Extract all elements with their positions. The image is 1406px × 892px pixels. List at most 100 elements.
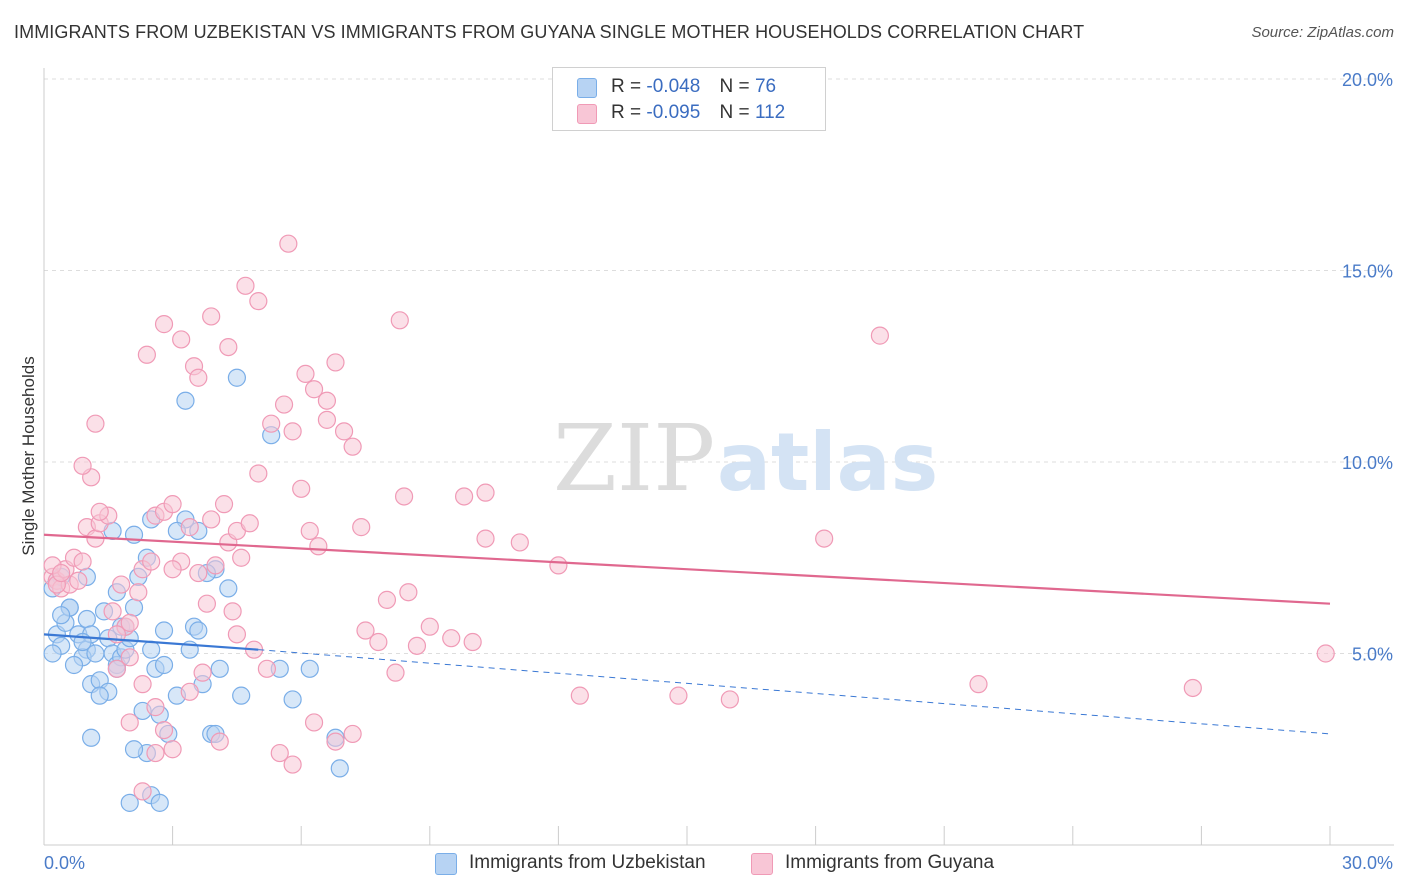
guyana-point (180, 518, 199, 537)
trend-lines (43, 533, 1331, 735)
guyana-point (292, 479, 311, 498)
grid-lines (44, 78, 1394, 654)
guyana-point (197, 594, 216, 613)
guyana-point (163, 560, 182, 579)
guyana-point (390, 311, 409, 330)
legend-swatch-blue (577, 78, 597, 98)
uzbekistan-point (283, 690, 302, 709)
guyana-point (133, 782, 152, 801)
series-swatch-pink (751, 853, 773, 875)
guyana-point (274, 395, 294, 414)
guyana-point (210, 732, 229, 751)
y-axis-title: Single Mother Households (19, 356, 38, 555)
guyana-point (296, 364, 315, 384)
guyana-point (219, 338, 238, 357)
guyana-point (232, 548, 251, 567)
uzbekistan-point (300, 659, 319, 678)
guyana-point (120, 713, 139, 732)
guyana-point (476, 483, 495, 502)
guyana-point (120, 648, 139, 667)
series-label-uzbekistan: Immigrants from Uzbekistan (469, 852, 706, 873)
guyana-point (463, 632, 482, 652)
guyana-point (163, 740, 182, 759)
guyana-point (137, 345, 156, 364)
guyana-point (279, 234, 298, 253)
x-tick-label-max: 30.0% (1342, 853, 1393, 873)
guyana-point (154, 315, 174, 334)
guyana-point (227, 625, 246, 644)
guyana-point (249, 464, 268, 483)
guyana-point (52, 563, 71, 583)
guyana-point (870, 326, 890, 345)
guyana-trend-line (43, 533, 1331, 605)
guyana-point (103, 602, 122, 621)
guyana-point (510, 533, 529, 552)
uzbekistan-trend-extension (258, 649, 1331, 735)
legend-r-label: R = (611, 102, 642, 123)
guyana-point (317, 391, 337, 410)
guyana-point (163, 495, 182, 514)
legend-r-value: -0.095 (646, 102, 701, 123)
legend-n-label: N = (719, 102, 750, 123)
uzbekistan-point (176, 391, 195, 410)
guyana-point (202, 510, 221, 529)
guyana-point (815, 529, 834, 548)
guyana-point (454, 487, 474, 506)
guyana-point (223, 602, 242, 621)
legend-n-value: 112 (754, 102, 786, 123)
legend-swatch-pink (577, 104, 597, 124)
guyana-point (202, 307, 221, 326)
axes (43, 68, 1394, 846)
uzbekistan-point (82, 728, 101, 747)
guyana-point (309, 537, 328, 556)
guyana-point (257, 659, 277, 678)
uzbekistan-point (154, 655, 174, 675)
uzbekistan-point (219, 579, 238, 598)
x-tick-label-min: 0.0% (44, 853, 85, 873)
guyana-point (146, 743, 165, 763)
guyana-point (356, 621, 375, 640)
guyana-point (352, 518, 371, 537)
guyana-point (283, 422, 302, 441)
guyana-point (107, 659, 126, 678)
chart-source: Source: ZipAtlas.com (1251, 24, 1394, 41)
guyana-point (133, 675, 152, 694)
guyana-point (142, 552, 161, 571)
guyana-point (420, 617, 439, 636)
guyana-point (326, 732, 345, 751)
guyana-point (317, 410, 337, 429)
guyana-point (214, 495, 234, 514)
guyana-point (180, 682, 199, 701)
guyana-point (73, 456, 92, 475)
y-tick-label: 15.0% (1342, 262, 1393, 282)
guyana-point (206, 556, 225, 575)
uzbekistan-point (90, 686, 109, 705)
series-label-guyana: Immigrants from Guyana (785, 852, 995, 873)
guyana-point (240, 514, 259, 533)
guyana-point (399, 583, 418, 602)
guyana-point (407, 636, 427, 655)
uzbekistan-point (77, 609, 96, 629)
guyana-point (570, 686, 589, 705)
legend-r-label: R = (611, 76, 642, 97)
watermark-atlas: atlas (717, 416, 938, 509)
guyana-point (549, 556, 568, 575)
guyana-point (304, 380, 324, 399)
guyana-point (73, 552, 92, 571)
uzbekistan-point (43, 644, 62, 663)
uzbekistan-point (142, 640, 161, 659)
guyana-point (154, 720, 174, 740)
uzbekistan-point (52, 606, 71, 625)
guyana-point (146, 698, 165, 717)
watermark-zip: ZIP (553, 405, 715, 512)
uzbekistan-point (210, 659, 229, 678)
guyana-point (386, 663, 405, 682)
uzbekistan-point (227, 368, 246, 387)
uzbekistan-point (64, 655, 84, 675)
guyana-point (969, 675, 988, 694)
guyana-point (1183, 678, 1202, 698)
guyana-point (304, 713, 324, 732)
guyana-point (720, 690, 739, 709)
guyana-point (129, 583, 148, 602)
